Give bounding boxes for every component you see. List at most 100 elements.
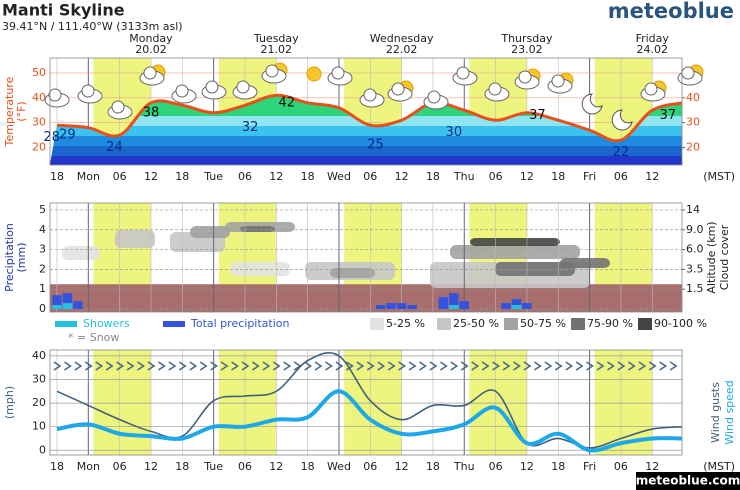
cloud — [518, 70, 532, 84]
wind-arrow — [220, 361, 229, 371]
cloud — [363, 88, 377, 102]
cloud — [551, 74, 565, 88]
plot-frame — [49, 202, 683, 313]
y2-tick-label: 6.0 — [686, 243, 704, 256]
day-name: Monday — [129, 32, 173, 45]
temp-label: 22 — [613, 145, 630, 160]
y-tick-label: 0 — [39, 443, 46, 456]
cloud-cover — [115, 230, 155, 248]
wind-arrow — [251, 361, 260, 371]
x-tick-label: 06 — [113, 460, 127, 473]
y2-tick-label: 20 — [686, 141, 700, 154]
x-tick-label: 18 — [301, 460, 315, 473]
y-axis-label: (°F) — [15, 101, 28, 121]
y-axis-label: Precipitation — [3, 223, 16, 292]
x-tick-label: 06 — [489, 460, 503, 473]
temp-label: 24 — [106, 140, 123, 155]
y-tick-label: 3 — [39, 243, 46, 256]
day-date: 20.02 — [135, 43, 167, 56]
x-tick-label: 12 — [395, 170, 409, 183]
day-name: Tuesday — [253, 32, 299, 45]
temp-label: 38 — [143, 105, 160, 120]
x-tick-label: 18 — [426, 170, 440, 183]
x-tick-label: 12 — [144, 460, 158, 473]
wind-arrow — [178, 361, 187, 371]
x-tick-label: 06 — [614, 170, 628, 183]
wind-arrow — [210, 361, 219, 371]
y2-axis-label: Altitude (km) — [705, 221, 718, 293]
day-date: 22.02 — [386, 43, 418, 56]
wind-arrow — [627, 361, 636, 371]
precip-bar — [386, 303, 396, 310]
y-tick-label: 10 — [32, 420, 46, 433]
temp-label: 37 — [529, 108, 546, 123]
moon — [611, 109, 633, 131]
y-tick-label: 4 — [39, 223, 46, 236]
y-tick-label: 50 — [32, 66, 46, 79]
precip-bar — [62, 293, 73, 310]
wind-arrow — [157, 361, 166, 371]
wind-arrow — [419, 361, 427, 371]
wind-arrow — [638, 361, 647, 371]
cloud-legend-label: 5-25 % — [386, 317, 425, 330]
temp-label: 30 — [446, 125, 463, 140]
wind-arrow — [492, 361, 501, 371]
wind-arrow — [408, 361, 417, 371]
x-tick-label: Tue — [203, 460, 223, 473]
day-date: 21.02 — [261, 43, 293, 56]
x-tick-label: Mon — [77, 170, 100, 183]
cloud-legend-label: 50-75 % — [520, 317, 566, 330]
y2-tick-label: 40 — [686, 91, 700, 104]
wind-arrow — [387, 361, 396, 371]
y2-tick-label: 30 — [686, 116, 700, 129]
wind-arrow — [272, 361, 281, 371]
x-tick-label: 06 — [238, 460, 252, 473]
x-tick-label: 18 — [175, 170, 189, 183]
wind-arrow — [63, 361, 72, 371]
cloud — [205, 80, 219, 94]
cloud-cover — [240, 226, 275, 232]
cloud — [331, 66, 345, 80]
title: Manti Skyline — [2, 1, 125, 20]
wind-arrow — [398, 361, 407, 371]
sun — [306, 66, 322, 82]
y-tick-label: 1 — [39, 282, 46, 295]
x-tick-label: 06 — [614, 460, 628, 473]
precip-bar — [449, 305, 459, 310]
wind-arrow — [659, 361, 668, 371]
wind-arrow — [586, 361, 595, 371]
x-tick-label: Fri — [583, 460, 596, 473]
wind-arrow — [189, 361, 198, 371]
precip-bar — [62, 303, 73, 310]
footer: meteoblue.com — [636, 474, 740, 488]
wind-arrow — [304, 361, 313, 371]
cold-band — [50, 156, 682, 165]
x-tick-label: 18 — [551, 460, 565, 473]
wind-arrow — [523, 361, 532, 371]
y-axis-label: (mph) — [3, 386, 16, 419]
y-axis-label: (mm) — [15, 242, 28, 272]
cloud — [681, 66, 695, 80]
temp-label: 28 — [44, 130, 61, 145]
cloud-legend-label: 25-50 % — [453, 317, 499, 330]
plot-frame — [49, 349, 683, 456]
x-tick-label: 06 — [363, 170, 377, 183]
y-tick-label: 20 — [32, 141, 46, 154]
y2-axis-label: Cloud cover — [718, 224, 731, 290]
y2-tick-label: 1.5 — [686, 282, 704, 295]
x-tick-label: 12 — [269, 460, 283, 473]
legend-label: Showers — [83, 317, 130, 330]
y-tick-label: 5 — [39, 203, 46, 216]
temp-label: 32 — [242, 120, 259, 135]
x-tick-label: 18 — [50, 460, 64, 473]
cloud-legend-swatch — [437, 318, 451, 330]
legend-swatch — [55, 321, 77, 327]
cloud — [81, 84, 95, 98]
wind-arrow — [669, 361, 678, 371]
precip-bar — [73, 301, 83, 310]
x-tick-label: 06 — [113, 170, 127, 183]
cloud — [175, 84, 189, 98]
wind-line — [56, 389, 682, 453]
x-tick-label: 12 — [395, 460, 409, 473]
